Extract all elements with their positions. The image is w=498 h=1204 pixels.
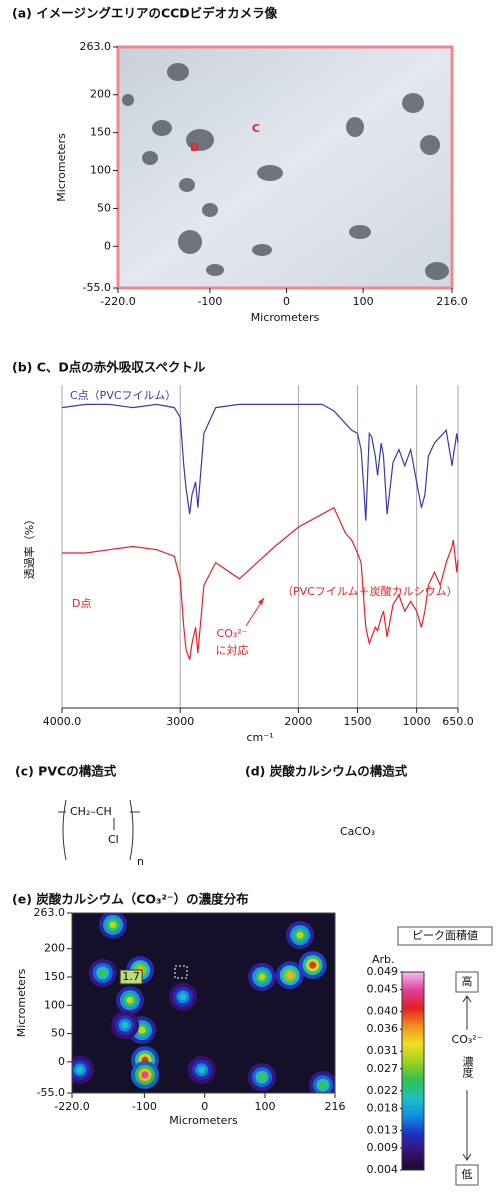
y-tick-label: 263.0 [80,40,112,53]
spot [122,1022,129,1029]
arrow-head [258,598,264,605]
y-tick-label: 0 [58,1055,65,1068]
colorbar-tick-label: 0.045 [367,983,399,996]
colorbar-tick-label: 0.036 [367,1022,399,1035]
panel-title: (a) イメージングエリアのCCDビデオカメラ像 [12,6,278,21]
colorbar-tick-label: 0.013 [367,1123,399,1136]
y-tick-label: -55.0 [83,281,111,294]
spot [99,970,106,977]
spot [138,1027,145,1034]
colorbar [402,972,424,1170]
spectrum-line [62,404,458,520]
point-label: D [190,141,199,154]
x-tick-label: -100 [132,1100,157,1113]
colorbar-tick-label: 0.004 [367,1163,399,1176]
x-tick-label: 650.0 [442,715,474,728]
y-tick-label: 100 [90,164,111,177]
scale-label: 濃度 [461,1055,474,1079]
spot [179,993,186,1000]
panel-title: (c) PVCの構造式 [15,764,117,779]
spot [297,932,304,939]
x-tick-label: 100 [353,295,374,308]
low-label: 低 [462,1168,473,1181]
y-axis-label: Micrometers [15,969,28,1038]
spot [259,1074,266,1081]
y-tick-label: 263.0 [34,906,66,919]
pvc-n: n [137,855,144,868]
spot [76,1066,83,1073]
annotation: （PVCフイルム＋炭酸カルシウム） [282,584,458,598]
colorbar-title: ピーク面積値 [412,928,478,942]
colorbar-tick-label: 0.049 [367,965,399,978]
camera-image [118,47,452,288]
pvc-side: Cl [108,833,119,846]
panel-title: (e) 炭酸カルシウム（CO₃²⁻）の濃度分布 [12,892,249,907]
panel-title: (d) 炭酸カルシウムの構造式 [245,764,408,779]
spot [141,1071,148,1078]
spot [126,997,133,1004]
x-tick-label: 100 [255,1100,276,1113]
spot [286,972,293,979]
panel-title: (b) C、D点の赤外吸収スペクトル [12,360,206,375]
x-axis-label: Micrometers [251,311,320,324]
colorbar-tick-label: 0.009 [367,1141,399,1154]
y-axis-label: Micrometers [55,133,68,202]
annotation: CO₃²⁻ [217,627,248,640]
annotation: に対応 [216,644,249,657]
y-tick-label: -55.0 [37,1086,65,1099]
y-tick-label: 150 [90,126,111,139]
point-label: C [252,122,260,135]
colorbar-tick-label: 0.018 [367,1101,399,1114]
x-tick-label: 216.0 [436,295,468,308]
x-tick-label: 0 [201,1100,208,1113]
pvc-unit: CH₂–CH [70,805,112,818]
y-tick-label: 200 [90,88,111,101]
legend-label: C点（PVCフイルム） [70,389,176,402]
x-tick-label: -220.0 [100,295,135,308]
spot [319,1082,326,1089]
x-axis-label: cm⁻¹ [247,731,274,744]
x-tick-label: 1500 [344,715,372,728]
x-tick-label: 216 [325,1100,346,1113]
spot [198,1066,205,1073]
x-tick-label: 1000 [403,715,431,728]
figure: (c) PVCの構造式 (d) 炭酸カルシウムの構造式 CH₂–CH Cl n … [0,0,498,1200]
colorbar-tick-label: 0.027 [367,1062,399,1075]
y-tick-label: 50 [51,1027,65,1040]
spot [259,973,266,980]
scale-label: CO₃²⁻ [452,1033,483,1046]
annotation: 1.7 [122,970,140,983]
y-tick-label: 200 [44,942,65,955]
y-tick-label: 50 [97,201,111,214]
x-tick-label: 4000.0 [43,715,82,728]
x-tick-label: 3000 [166,715,194,728]
y-tick-label: 100 [44,998,65,1011]
x-tick-label: -100 [197,295,222,308]
y-tick-label: 150 [44,970,65,983]
spot [309,962,316,969]
spectrum-line [62,508,458,660]
colorbar-tick-label: 0.040 [367,1005,399,1018]
x-tick-label: 0 [283,295,290,308]
y-axis-label: 透過率（%） [23,514,36,579]
legend-label: D点 [72,597,91,610]
pvc-structure: CH₂–CH Cl n [58,800,144,868]
x-tick-label: -220.0 [54,1100,89,1113]
y-tick-label: 0 [104,239,111,252]
x-axis-label: Micrometers [169,1114,238,1127]
caco3: CaCO₃ [340,825,375,838]
spot [110,921,117,928]
x-tick-label: 2000 [284,715,312,728]
colorbar-tick-label: 0.031 [367,1044,399,1057]
high-label: 高 [462,974,473,988]
colorbar-tick-label: 0.022 [367,1084,399,1097]
colorbar-unit: Arb. [372,953,395,966]
